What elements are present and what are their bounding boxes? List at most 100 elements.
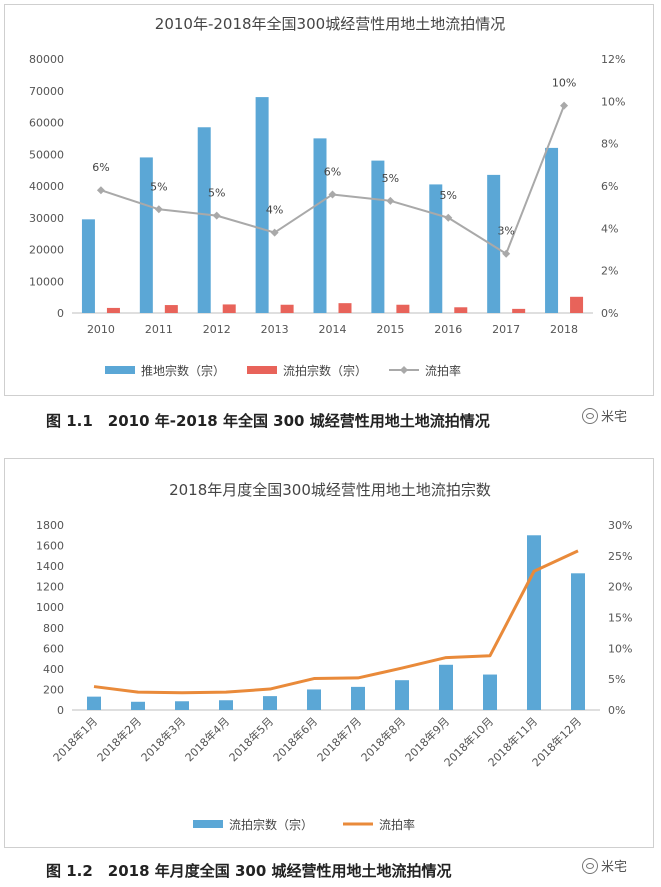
x-axis-tick-label: 2010 (87, 323, 115, 336)
bar-primary (197, 127, 211, 313)
y-axis-tick-label: 70000 (29, 85, 64, 98)
data-label: 5% (208, 187, 225, 200)
chart-1-svg: 2010年-2018年全国300城经营性用地土地流拍情况 0 10000 20000 3… (29, 15, 625, 378)
bar-primary (439, 664, 453, 710)
y2-axis-tick-label: 12% (601, 53, 625, 66)
y-axis-tick-label: 1600 (36, 540, 64, 553)
legend-label: 流拍宗数（宗） (229, 817, 313, 832)
y2-axis-tick-label: 0% (608, 704, 625, 717)
bar-secondary (512, 308, 526, 313)
line-point (270, 228, 279, 237)
x-axis-tick-label: 2018年3月 (138, 714, 188, 764)
y-axis-tick-label: 1200 (36, 581, 64, 594)
bar-secondary (106, 307, 120, 313)
watermark-1: 米宅 (582, 406, 627, 425)
data-label: 5% (440, 189, 457, 202)
data-label: 6% (92, 161, 109, 174)
wechat-icon (582, 858, 598, 874)
line-point (328, 190, 337, 199)
legend-swatch (247, 366, 277, 374)
data-label: 5% (150, 180, 167, 193)
chart-2-svg: 2018年月度全国300城经营性用地土地流拍宗数 0 200 400 600 800 100… (36, 481, 632, 832)
y-axis-tick-label: 10000 (29, 275, 64, 288)
y2-axis-tick-label: 30% (608, 519, 632, 532)
bar-primary (351, 686, 365, 710)
legend-swatch (193, 820, 223, 828)
x-axis-tick-label: 2018 (550, 323, 578, 336)
bar-primary (483, 674, 497, 710)
y-axis-tick-label: 80000 (29, 53, 64, 66)
y2-axis-tick-label: 6% (601, 180, 618, 193)
y-axis-tick-label: 600 (43, 642, 64, 655)
bar-primary (87, 696, 101, 710)
y-axis-tick-label: 30000 (29, 212, 64, 225)
y2-axis-tick-label: 5% (608, 673, 625, 686)
bar-primary (487, 174, 501, 313)
bar-primary (139, 157, 153, 313)
bar-secondary (222, 304, 236, 313)
bar-secondary (396, 304, 410, 313)
line-point (212, 211, 221, 220)
legend-swatch (105, 366, 135, 374)
y-axis-tick-label: 800 (43, 622, 64, 635)
bar-primary (395, 680, 409, 710)
x-axis-tick-label: 2016 (434, 323, 462, 336)
chart-title: 2010年-2018年全国300城经营性用地土地流拍情况 (155, 15, 505, 33)
y-axis-tick-label: 60000 (29, 117, 64, 130)
x-axis-tick-label: 2018年8月 (358, 714, 408, 764)
x-axis-tick-label: 2018年1月 (50, 714, 100, 764)
line-point (444, 213, 453, 222)
bar-primary (527, 535, 541, 710)
x-axis-tick-label: 2018年4月 (182, 714, 232, 764)
y2-axis-tick-label: 25% (608, 550, 632, 563)
legend-label: 流拍率 (425, 363, 461, 378)
legend-label: 流拍率 (379, 817, 415, 832)
y-axis-tick-label: 40000 (29, 180, 64, 193)
y-axis-tick-label: 200 (43, 683, 64, 696)
bar-secondary (280, 304, 294, 313)
bar-primary (255, 97, 269, 313)
y2-axis-tick-label: 8% (601, 138, 618, 151)
chart-title: 2018年月度全国300城经营性用地土地流拍宗数 (169, 481, 491, 499)
x-axis-tick-label: 2012 (203, 323, 231, 336)
bar-secondary (454, 307, 468, 313)
bar-primary (175, 701, 189, 710)
y-axis-tick-label: 1400 (36, 560, 64, 573)
bar-primary (131, 701, 145, 710)
data-label: 3% (497, 225, 514, 238)
y-axis-tick-label: 0 (57, 307, 64, 320)
bar-secondary (338, 303, 352, 313)
figure-2-caption: 图 1.2 2018 年月度全国 300 城经营性用地土地流拍情况 (46, 862, 452, 880)
line-point (386, 196, 395, 205)
bar-primary (81, 219, 95, 313)
y2-axis-tick-label: 0% (601, 307, 618, 320)
wechat-icon (582, 408, 598, 424)
figure-1-caption: 图 1.1 2010 年-2018 年全国 300 城经营性用地土地流拍情况 (46, 412, 490, 430)
y2-axis-tick-label: 10% (608, 642, 632, 655)
y2-axis-tick-label: 2% (601, 265, 618, 278)
x-axis-tick-label: 2011 (145, 323, 173, 336)
legend-label: 流拍宗数（宗） (283, 363, 367, 378)
series-line (93, 549, 579, 695)
data-label: 4% (266, 204, 283, 217)
bar-secondary (570, 296, 584, 313)
bar-primary (545, 147, 559, 313)
bar-primary (263, 696, 277, 710)
bar-primary (219, 700, 233, 710)
watermark-1-text: 米宅 (601, 410, 628, 425)
x-axis-tick-label: 2014 (319, 323, 347, 336)
y-axis-tick-label: 50000 (29, 148, 64, 161)
watermark-2-text: 米宅 (601, 860, 628, 875)
y2-axis-tick-label: 10% (601, 95, 625, 108)
bar-primary (571, 573, 585, 710)
bar-primary (429, 184, 443, 313)
y-axis-tick-label: 1000 (36, 601, 64, 614)
watermark-2: 米宅 (582, 856, 627, 875)
bar-secondary (164, 305, 178, 313)
y2-axis-tick-label: 4% (601, 222, 618, 235)
x-axis-tick-label: 2013 (261, 323, 289, 336)
legend-label: 推地宗数（宗） (141, 363, 225, 378)
bar-primary (313, 138, 327, 313)
x-axis-tick-label: 2018年7月 (314, 714, 364, 764)
line-point (560, 101, 569, 110)
